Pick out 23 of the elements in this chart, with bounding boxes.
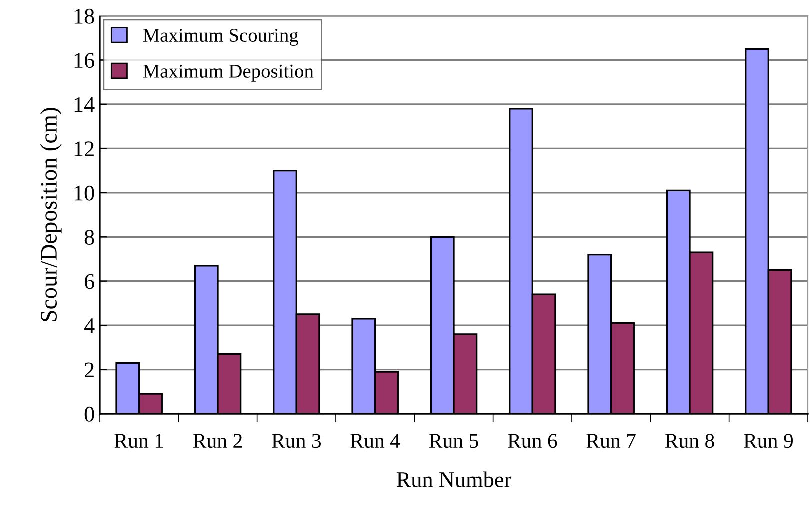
y-tick-label: 4 — [84, 318, 95, 334]
y-tick-label: 10 — [74, 186, 94, 201]
x-tick-label: Run 3 — [272, 434, 322, 448]
y-tick-label: 2 — [85, 362, 94, 378]
y-tick-label: 18 — [74, 8, 94, 24]
x-tick-label: Run 9 — [744, 434, 793, 448]
y-axis-title: Scour/Deposition (cm) — [40, 108, 62, 322]
x-tick-label: Run 7 — [586, 434, 636, 448]
legend-label: Maximum Deposition — [143, 64, 314, 82]
y-tick-label: 12 — [74, 142, 94, 156]
x-tick-label: Run 5 — [429, 434, 478, 448]
y-tick-label: 6 — [84, 274, 94, 290]
y-tick-label: 16 — [74, 53, 94, 68]
x-tick-label: Run 4 — [350, 434, 400, 448]
x-tick-label: Run 8 — [665, 434, 714, 448]
x-axis-title: Run Number — [396, 472, 512, 488]
x-tick-label: Run 1 — [114, 434, 164, 448]
x-tick-label: Run 2 — [193, 434, 242, 448]
y-tick-label: 0 — [84, 406, 94, 422]
legend-label: Maximum Scouring — [143, 28, 298, 46]
y-tick-label: 8 — [84, 230, 94, 246]
y-tick-label: 14 — [74, 97, 95, 112]
x-tick-label: Run 6 — [508, 434, 558, 448]
